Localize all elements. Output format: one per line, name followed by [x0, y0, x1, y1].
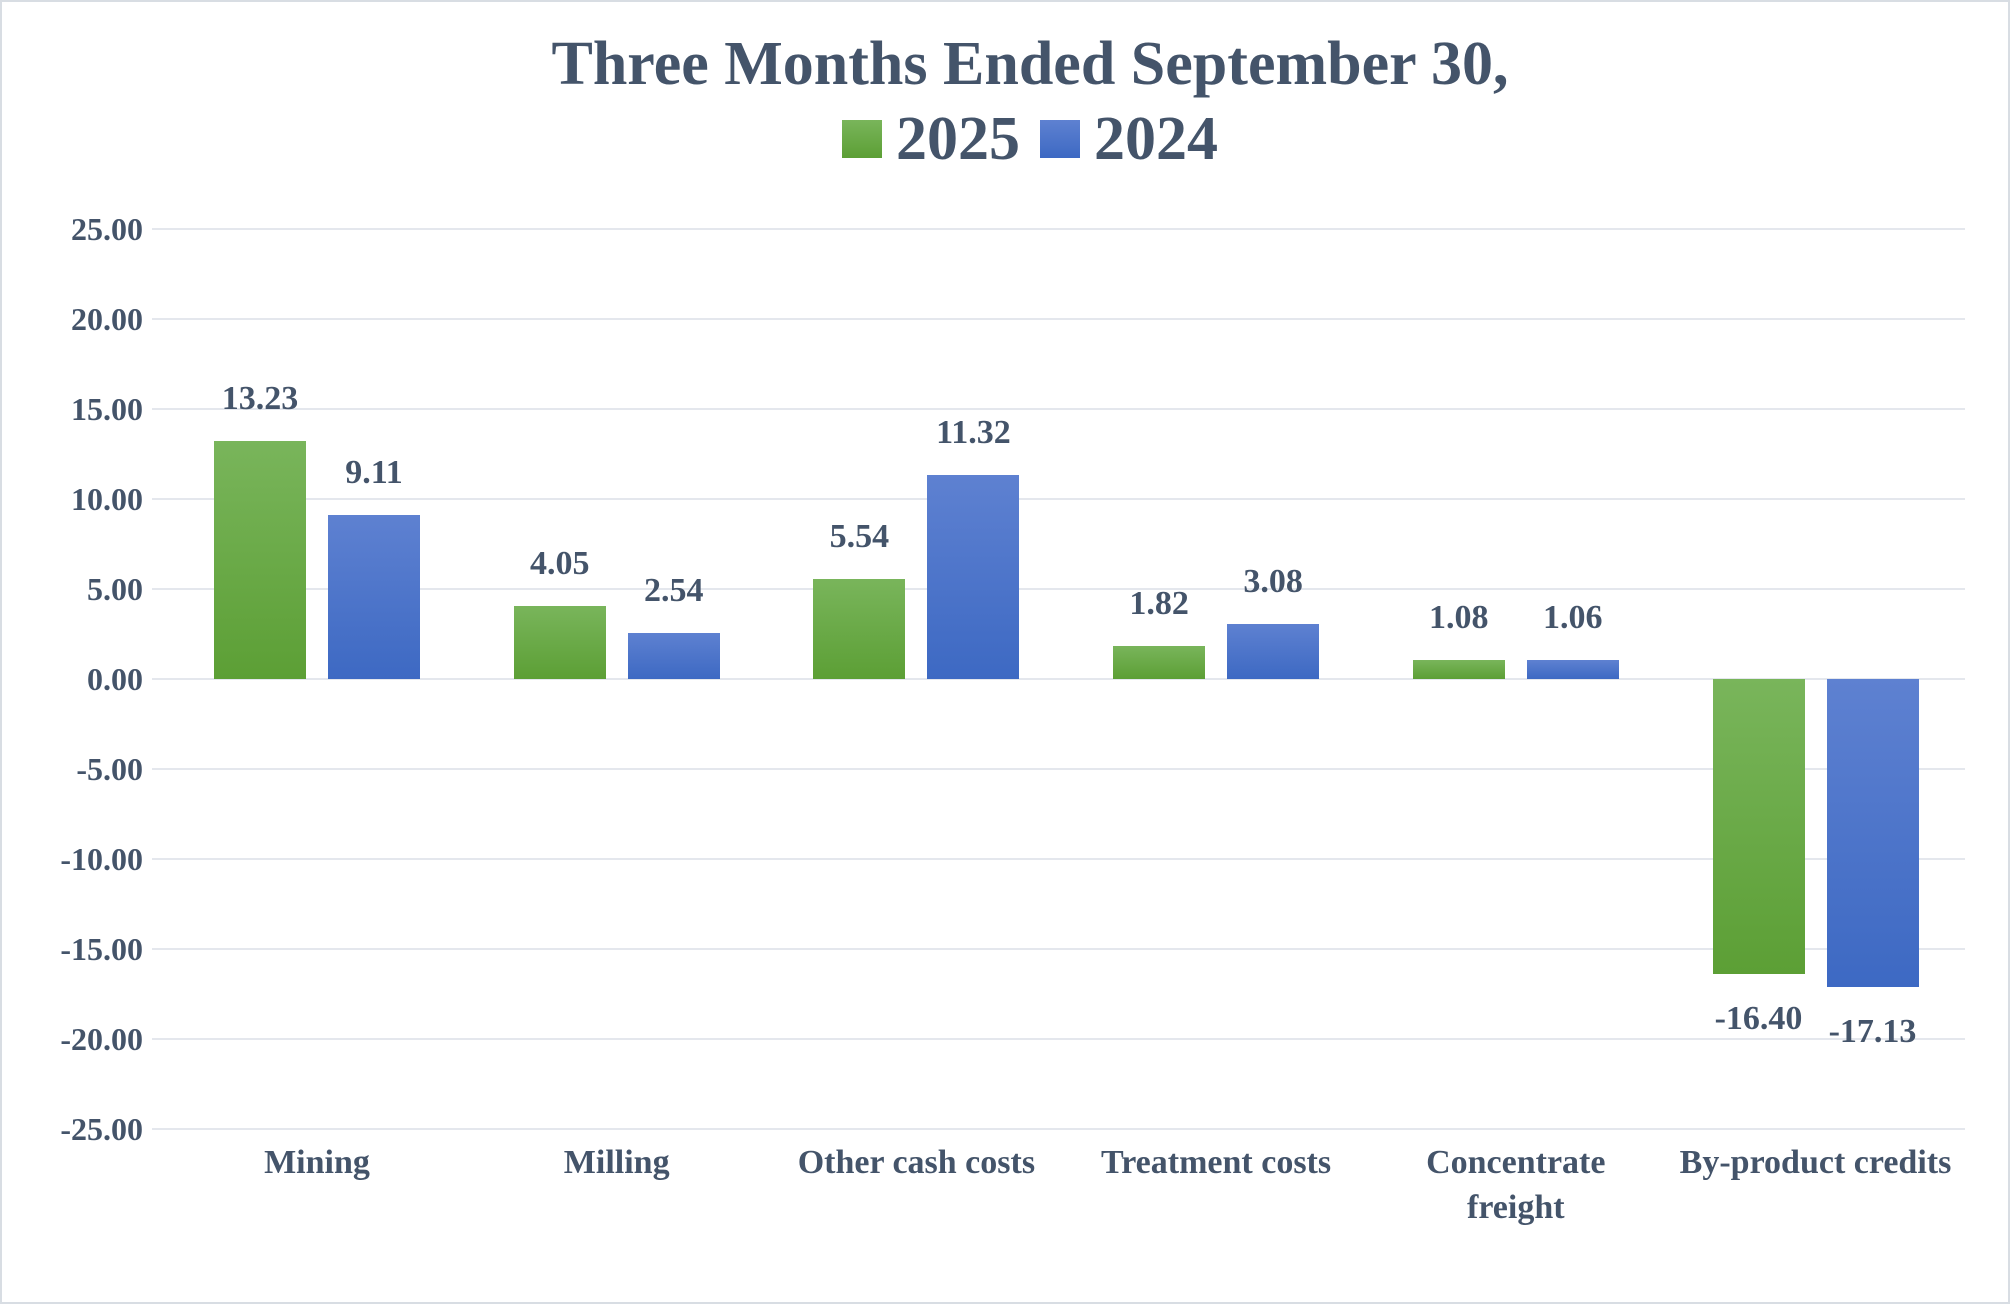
legend-label-2024: 2024 [1094, 105, 1218, 173]
value-label-2025-concentrate-freight: 1.08 [1429, 598, 1489, 636]
y-tick-label-0: 0.00 [87, 661, 143, 697]
gridline--5 [152, 768, 1965, 770]
bar-2025-other-cash-costs [813, 579, 906, 679]
y-tick-label-25: 25.00 [71, 211, 143, 247]
value-label-2024-concentrate-freight: 1.06 [1543, 598, 1603, 636]
value-label-2025-other-cash-costs: 5.54 [829, 518, 890, 556]
value-label-2024-mining: 9.11 [345, 454, 403, 492]
gridline-10 [152, 498, 1965, 500]
bar-2024-treatment-costs [1227, 623, 1320, 679]
bar-2024-by-product-credits [1826, 679, 1919, 988]
y-tick-label--15: -15.00 [60, 931, 143, 967]
legend-swatch-2025 [842, 120, 882, 158]
value-label-2024-by-product-credits: -17.13 [1828, 1013, 1917, 1051]
value-label-2025-treatment-costs: 1.82 [1129, 585, 1189, 623]
bar-2025-milling [513, 606, 606, 679]
value-label-2024-treatment-costs: 3.08 [1243, 562, 1303, 600]
value-label-2024-other-cash-costs: 11.32 [936, 414, 1011, 452]
value-label-2025-mining: 13.23 [221, 379, 299, 417]
gridline-15 [152, 408, 1965, 410]
y-tick-label-20: 20.00 [71, 301, 143, 337]
bar-2025-mining [214, 440, 306, 679]
bar-2024-milling [627, 633, 720, 679]
legend-label-2025: 2025 [896, 105, 1020, 173]
gridline-0 [152, 678, 1965, 680]
legend-item-2025: 2025 [842, 108, 1020, 170]
bar-2025-concentrate-freight [1412, 659, 1505, 679]
y-tick-label-5: 5.00 [87, 571, 143, 607]
category-label-concentrate-freight: Concentrate freight [1426, 1144, 1606, 1226]
gridline--15 [152, 948, 1965, 950]
bar-2024-concentrate-freight [1526, 659, 1619, 679]
category-label-mining: Mining [264, 1144, 370, 1181]
legend-swatch-2024 [1040, 120, 1080, 158]
y-tick-label--20: -20.00 [60, 1021, 143, 1057]
value-label-2024-milling: 2.54 [643, 572, 704, 610]
category-label-treatment-costs: Treatment costs [1101, 1144, 1332, 1181]
bar-2025-by-product-credits [1712, 679, 1805, 975]
chart-header: Three Months Ended September 30, 2025 20… [27, 26, 2008, 170]
gridline-20 [152, 318, 1965, 320]
value-label-2025-by-product-credits: -16.40 [1714, 1000, 1803, 1038]
bar-2024-mining [328, 515, 420, 679]
category-label-other-cash-costs: Other cash costs [797, 1144, 1036, 1181]
gridline-5 [152, 588, 1965, 590]
gridline-25 [152, 228, 1965, 230]
chart-title: Three Months Ended September 30, [551, 30, 1509, 98]
bar-2024-other-cash-costs [927, 475, 1020, 679]
y-tick-label--25: -25.00 [60, 1111, 143, 1147]
bar-2025-treatment-costs [1113, 646, 1206, 679]
legend: 2025 2024 [27, 108, 2008, 170]
y-tick-label--10: -10.00 [60, 841, 143, 877]
y-tick-label--5: -5.00 [76, 751, 143, 787]
gridline--10 [152, 858, 1965, 860]
gridline--20 [152, 1038, 1965, 1040]
category-label-by-product-credits: By-product credits [1679, 1144, 1952, 1181]
value-label-2025-milling: 4.05 [529, 545, 590, 583]
y-tick-label-10: 10.00 [71, 481, 143, 517]
category-label-milling: Milling [563, 1144, 670, 1181]
y-tick-label-15: 15.00 [71, 391, 143, 427]
gridline--25 [152, 1128, 1965, 1130]
legend-item-2024: 2024 [1040, 108, 1218, 170]
